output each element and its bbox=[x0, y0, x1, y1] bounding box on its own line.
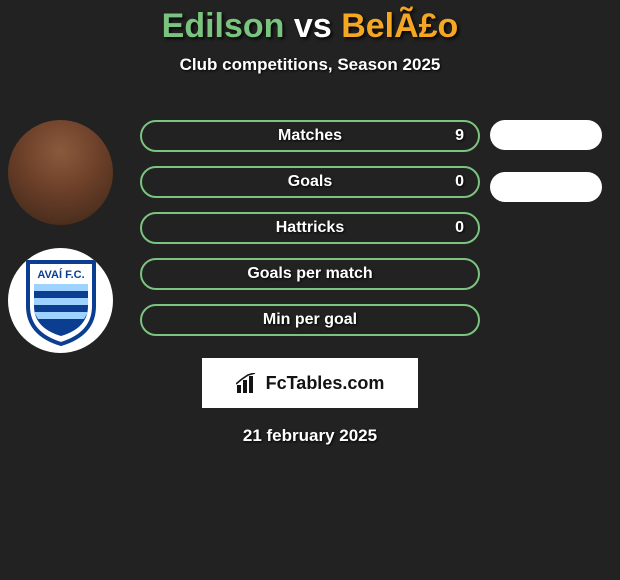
stat-bar-min-per-goal: Min per goal bbox=[140, 304, 480, 336]
player1-name: Edilson bbox=[162, 7, 285, 45]
stat-value: 0 bbox=[455, 173, 464, 191]
brand-box[interactable]: FcTables.com bbox=[202, 358, 418, 408]
club-badge-avatar: AVAÍ F.C. bbox=[8, 248, 113, 353]
player-photo bbox=[8, 120, 113, 225]
avai-badge-icon: AVAÍ F.C. bbox=[22, 256, 100, 346]
player2-pill-goals bbox=[490, 172, 602, 202]
svg-text:AVAÍ F.C.: AVAÍ F.C. bbox=[37, 268, 84, 281]
comparison-card: Edilson vs BelÃ£o Club competitions, Sea… bbox=[0, 0, 620, 446]
stat-bar-hattricks: Hattricks 0 bbox=[140, 212, 480, 244]
stat-label: Hattricks bbox=[142, 219, 478, 237]
stat-bar-goals: Goals 0 bbox=[140, 166, 480, 198]
player1-avatar bbox=[8, 120, 113, 225]
player2-name: BelÃ£o bbox=[341, 7, 458, 45]
bar-chart-icon bbox=[236, 373, 260, 393]
stat-label: Goals bbox=[142, 173, 478, 191]
player2-pill-matches bbox=[490, 120, 602, 150]
stat-label: Matches bbox=[142, 127, 478, 145]
stat-bar-matches: Matches 9 bbox=[140, 120, 480, 152]
vs-text: vs bbox=[294, 7, 332, 45]
stat-label: Goals per match bbox=[142, 265, 478, 283]
stat-value: 0 bbox=[455, 219, 464, 237]
stats-area: AVAÍ F.C. Matches 9 Goals 0 Hattricks bbox=[0, 120, 620, 336]
stat-label: Min per goal bbox=[142, 311, 478, 329]
stat-value: 9 bbox=[455, 127, 464, 145]
date-text: 21 february 2025 bbox=[243, 426, 377, 446]
brand-text: FcTables.com bbox=[266, 373, 385, 394]
page-title: Edilson vs BelÃ£o bbox=[162, 8, 459, 45]
stat-bar-goals-per-match: Goals per match bbox=[140, 258, 480, 290]
subtitle: Club competitions, Season 2025 bbox=[180, 55, 441, 75]
stat-bars: Matches 9 Goals 0 Hattricks 0 Goals per … bbox=[140, 120, 480, 336]
